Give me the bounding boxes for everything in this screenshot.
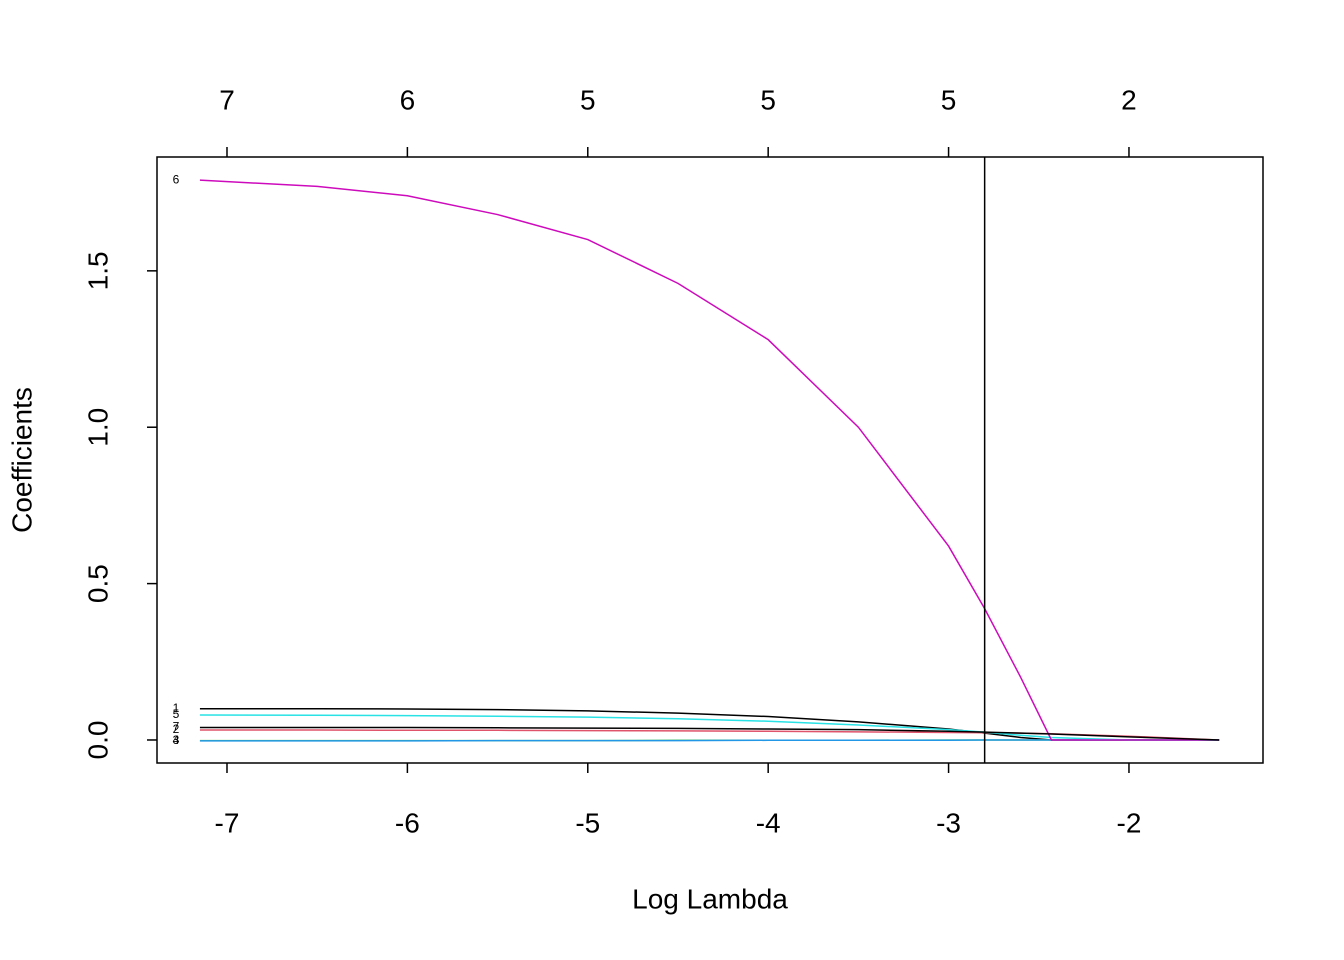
top-tick-label: 7 <box>219 84 235 115</box>
series-line <box>199 714 1220 741</box>
x-tick-label: -7 <box>215 807 240 838</box>
series-line <box>199 739 1220 742</box>
series-label: 4 <box>173 733 180 747</box>
x-tick-label: -6 <box>395 807 420 838</box>
series-label: 2 <box>173 722 180 736</box>
x-tick-label: -3 <box>936 807 961 838</box>
top-tick-label: 2 <box>1121 84 1137 115</box>
series-line <box>199 726 1220 741</box>
series-label: 6 <box>173 172 180 186</box>
top-tick-label: 5 <box>760 84 776 115</box>
y-tick-label: 1.5 <box>82 251 113 290</box>
x-tick-label: -5 <box>575 807 600 838</box>
y-tick-label: 0.5 <box>82 564 113 603</box>
top-tick-label: 5 <box>941 84 957 115</box>
x-tick-label: -2 <box>1117 807 1142 838</box>
y-tick-label: 0.0 <box>82 721 113 760</box>
series-label: 5 <box>173 707 180 721</box>
x-axis-label: Log Lambda <box>632 883 788 914</box>
y-tick-label: 1.0 <box>82 408 113 447</box>
series-label: 7 <box>173 720 180 734</box>
series-line <box>199 179 1220 741</box>
top-tick-label: 6 <box>400 84 416 115</box>
top-tick-label: 5 <box>580 84 596 115</box>
series-label: 3 <box>173 733 180 747</box>
x-tick-label: -4 <box>756 807 781 838</box>
y-axis-label: Coefficients <box>6 387 37 533</box>
plot-frame <box>156 156 1264 764</box>
series-label: 1 <box>173 701 180 715</box>
